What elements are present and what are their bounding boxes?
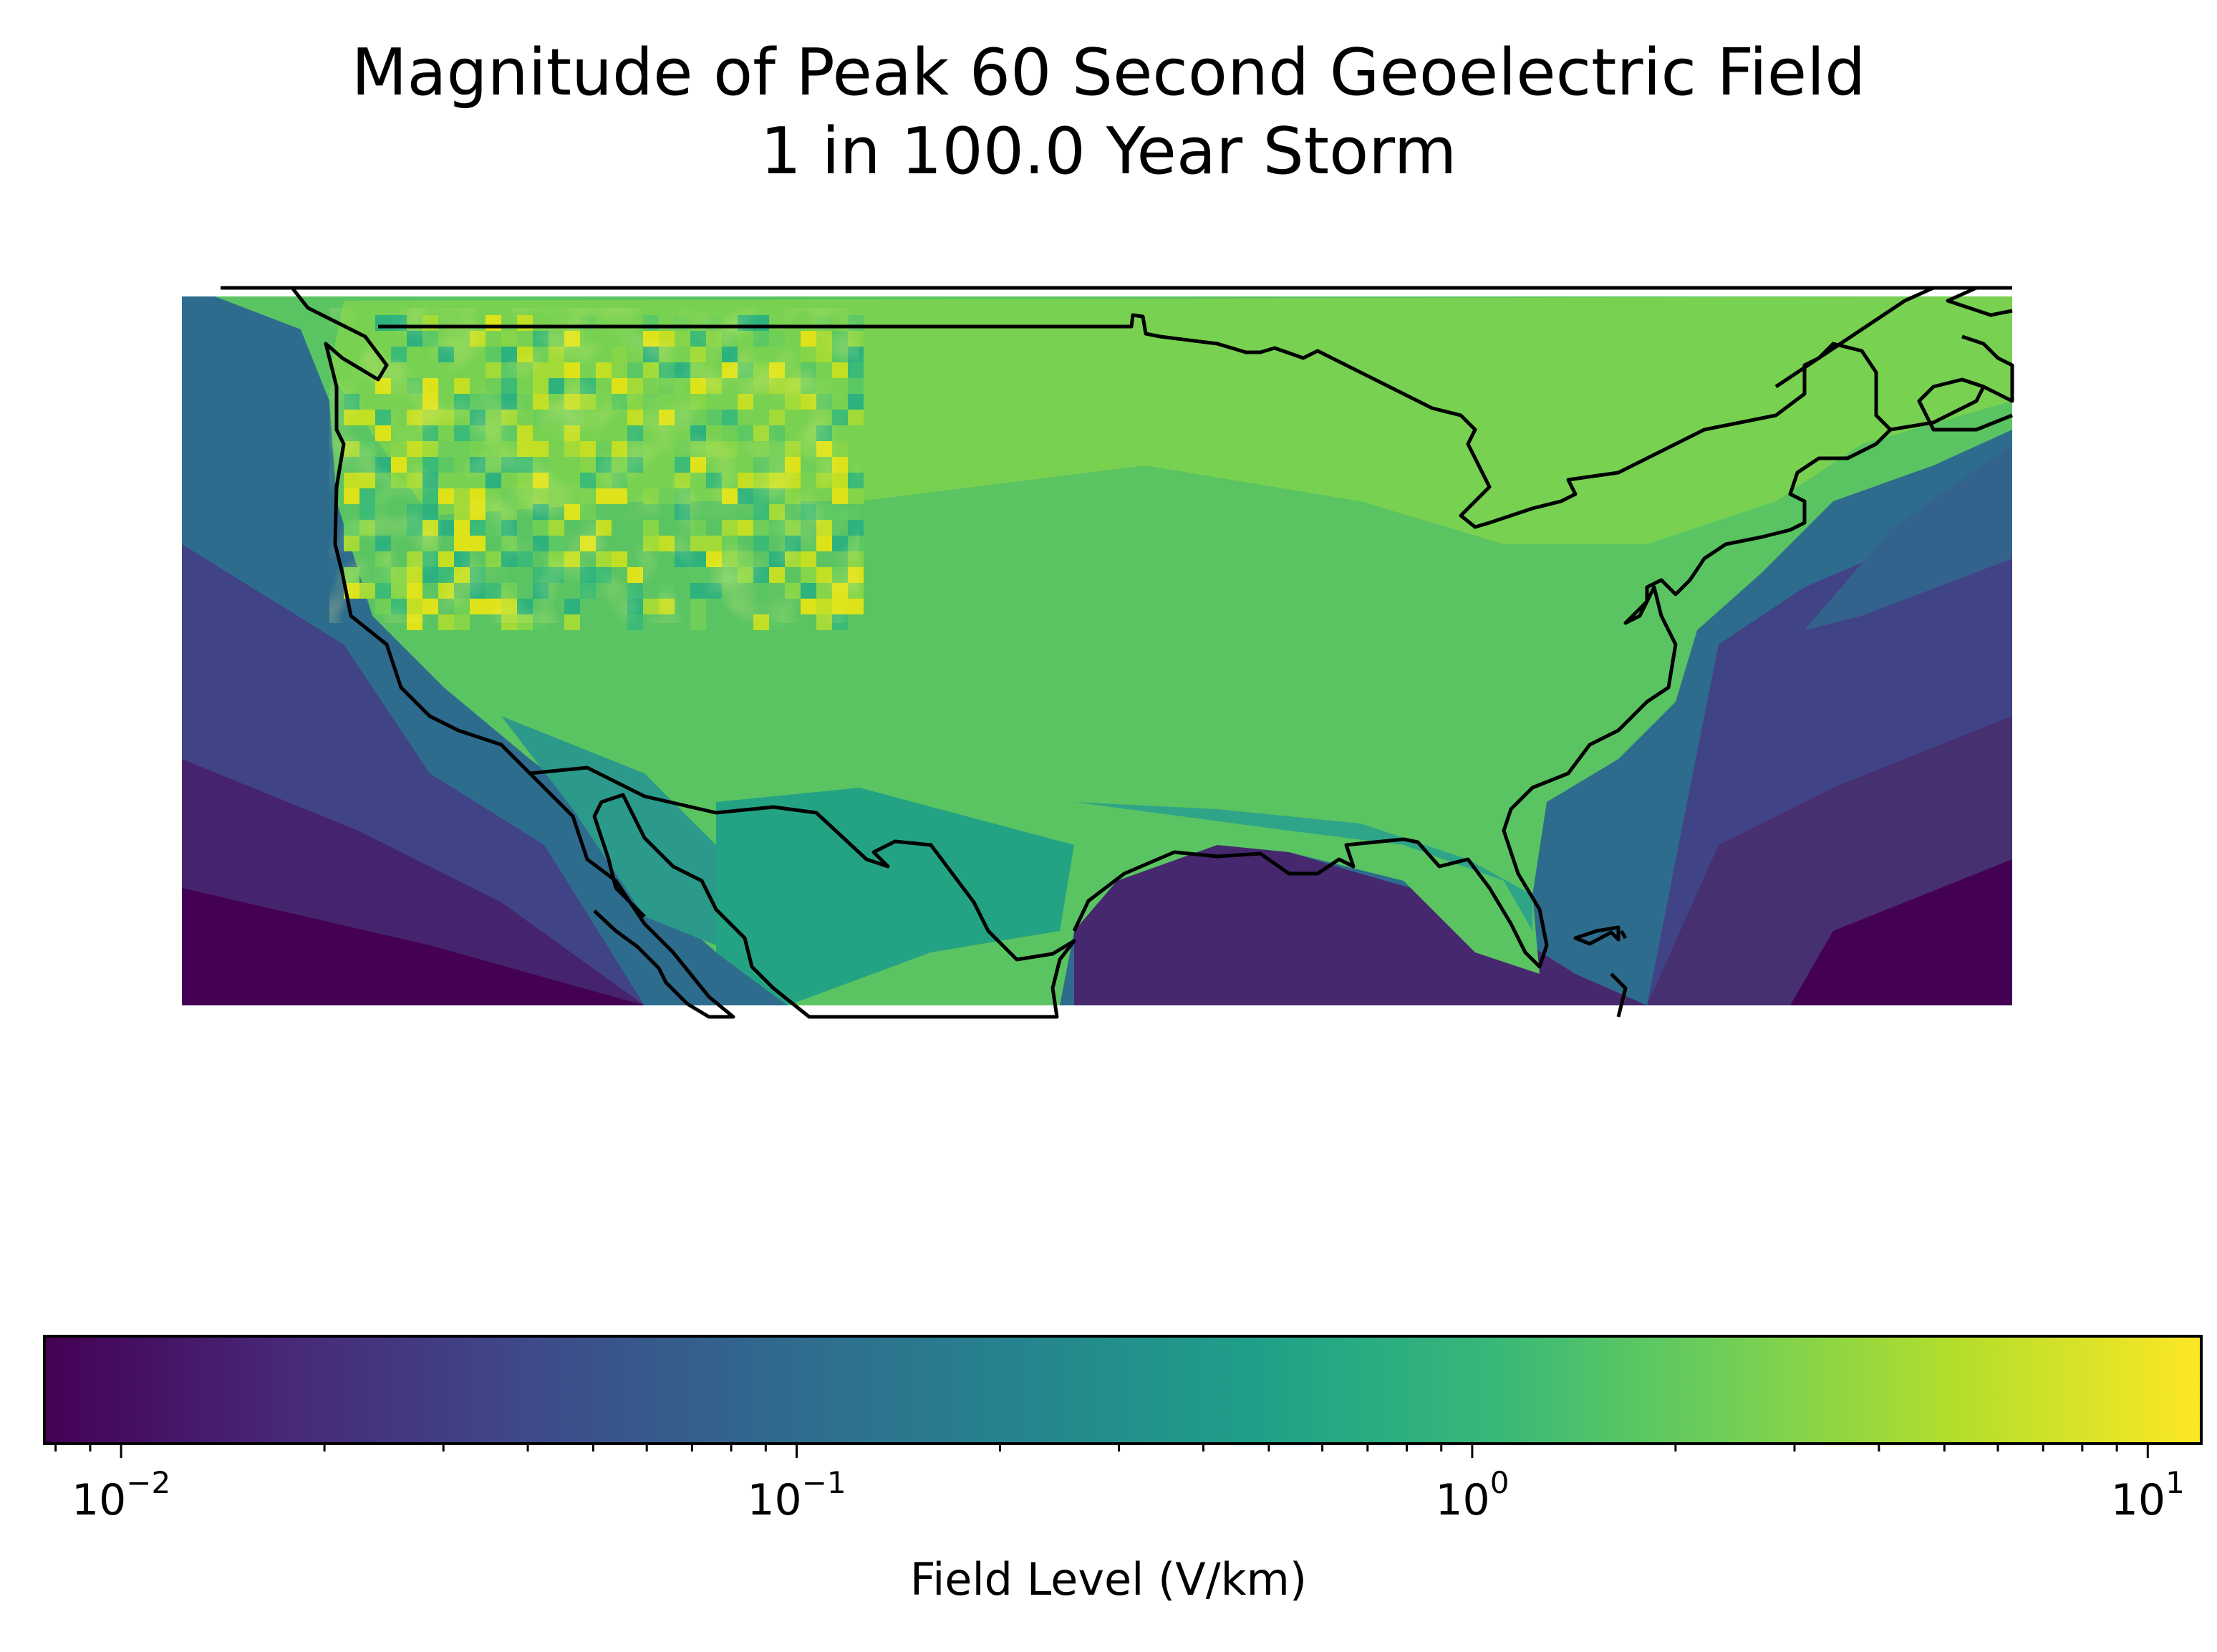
pacific-coastline	[221, 286, 735, 1019]
map-title-line1: Magnitude of Peak 60 Second Geoelectric …	[351, 35, 1866, 110]
gulf-coast	[1072, 377, 2013, 969]
baja-peninsula	[529, 765, 1076, 1019]
colorbar-tick-label: 10−1	[747, 1465, 846, 1526]
colorbar-tick-label: 101	[2110, 1465, 2185, 1526]
colorbar-ticks	[54, 1444, 2149, 1458]
colorbar-label: Field Level (V/km)	[909, 1553, 1308, 1605]
great-lakes-border	[378, 313, 1892, 529]
map-title-line2: 1 in 100.0 Year Storm	[760, 114, 1457, 189]
colorbar-tick-label: 10−2	[71, 1465, 171, 1526]
field-raster	[182, 296, 2012, 1005]
colorbar-gradient	[44, 1336, 2201, 1444]
coastlines	[221, 286, 2014, 1019]
cuba	[1573, 925, 1628, 1018]
colorbar-tick-label: 100	[1435, 1465, 1510, 1526]
colorbar-frame	[43, 1335, 2203, 1445]
colorbar	[43, 1335, 2203, 1458]
